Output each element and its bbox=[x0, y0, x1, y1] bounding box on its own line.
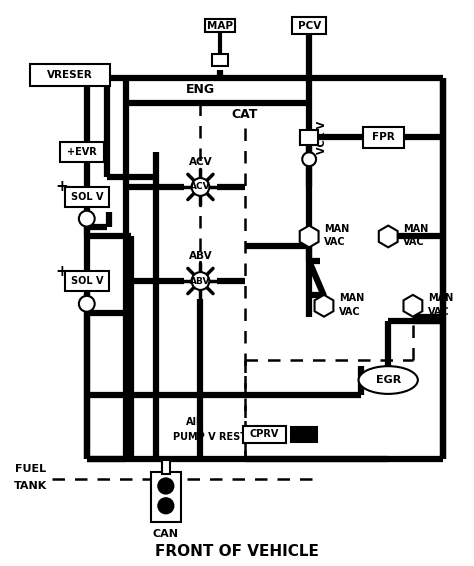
FancyBboxPatch shape bbox=[65, 187, 109, 207]
Text: MAN: MAN bbox=[324, 224, 349, 234]
FancyBboxPatch shape bbox=[300, 131, 318, 144]
FancyBboxPatch shape bbox=[151, 472, 181, 522]
FancyBboxPatch shape bbox=[60, 143, 104, 162]
Text: VAC: VAC bbox=[339, 307, 360, 317]
Text: CAT: CAT bbox=[232, 108, 258, 121]
Text: CAN: CAN bbox=[153, 529, 179, 538]
Text: +: + bbox=[56, 264, 68, 278]
Circle shape bbox=[302, 152, 316, 166]
Text: TANK: TANK bbox=[14, 481, 47, 491]
Polygon shape bbox=[403, 295, 422, 316]
Text: ABV: ABV bbox=[189, 251, 212, 261]
Text: +: + bbox=[56, 179, 68, 195]
Text: VCK V: VCK V bbox=[317, 121, 327, 154]
Text: ABV: ABV bbox=[190, 277, 210, 285]
Text: PCV: PCV bbox=[298, 20, 321, 31]
Text: PUMP V REST: PUMP V REST bbox=[173, 432, 247, 443]
Circle shape bbox=[79, 211, 95, 226]
FancyBboxPatch shape bbox=[30, 64, 109, 86]
Ellipse shape bbox=[358, 366, 418, 394]
Circle shape bbox=[79, 296, 95, 312]
Text: VRESER: VRESER bbox=[47, 70, 93, 80]
FancyBboxPatch shape bbox=[363, 127, 404, 148]
Circle shape bbox=[191, 272, 210, 290]
Text: EGR: EGR bbox=[375, 375, 401, 385]
Text: ENG: ENG bbox=[186, 83, 215, 96]
Text: SOL V: SOL V bbox=[71, 192, 103, 202]
Text: MAN: MAN bbox=[339, 293, 364, 303]
Text: VAC: VAC bbox=[428, 307, 449, 317]
Polygon shape bbox=[379, 226, 398, 247]
Text: +EVR: +EVR bbox=[67, 147, 97, 157]
Text: AIR: AIR bbox=[186, 417, 205, 427]
Circle shape bbox=[158, 498, 174, 514]
Text: ACV: ACV bbox=[189, 157, 212, 167]
Text: CPRV: CPRV bbox=[250, 430, 279, 439]
Text: ACV: ACV bbox=[190, 182, 211, 191]
Text: MAP: MAP bbox=[207, 20, 233, 31]
Text: FUEL: FUEL bbox=[15, 464, 46, 474]
Text: VAC: VAC bbox=[403, 237, 425, 247]
FancyBboxPatch shape bbox=[205, 19, 235, 32]
Text: SOL V: SOL V bbox=[71, 276, 103, 286]
FancyBboxPatch shape bbox=[292, 16, 326, 35]
FancyBboxPatch shape bbox=[300, 130, 318, 145]
Text: FRONT OF VEHICLE: FRONT OF VEHICLE bbox=[155, 544, 319, 559]
Text: VAC: VAC bbox=[324, 237, 346, 247]
Circle shape bbox=[191, 178, 210, 196]
Text: FPR: FPR bbox=[372, 132, 395, 143]
Circle shape bbox=[158, 478, 174, 494]
Text: MAN: MAN bbox=[403, 224, 428, 234]
Polygon shape bbox=[315, 295, 333, 316]
FancyBboxPatch shape bbox=[243, 426, 286, 443]
FancyBboxPatch shape bbox=[162, 460, 170, 474]
FancyBboxPatch shape bbox=[65, 271, 109, 291]
FancyBboxPatch shape bbox=[292, 427, 317, 443]
FancyBboxPatch shape bbox=[212, 54, 228, 66]
Polygon shape bbox=[300, 226, 319, 247]
Text: MAN: MAN bbox=[428, 293, 453, 303]
